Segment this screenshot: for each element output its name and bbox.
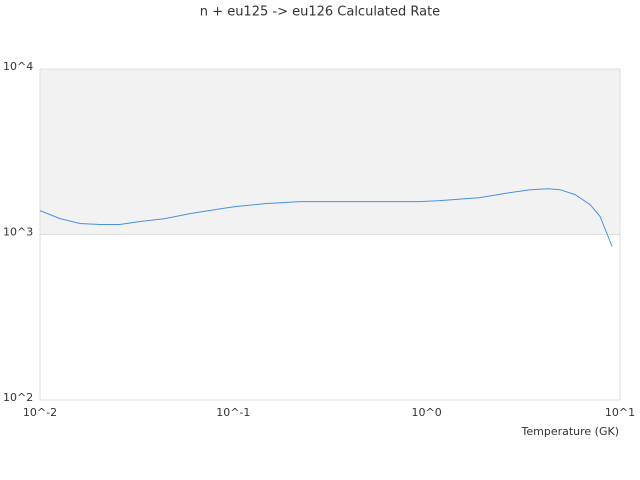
grid-band xyxy=(40,69,620,235)
chart-title: n + eu125 -> eu126 Calculated Rate xyxy=(200,5,440,20)
x-tick-label: 10^0 xyxy=(412,406,442,419)
y-tick-label: 10^4 xyxy=(3,60,33,73)
x-tick-label: 10^-2 xyxy=(23,406,57,419)
x-tick-label: 10^-1 xyxy=(216,406,250,419)
y-tick-label: 10^3 xyxy=(3,226,33,239)
data-line xyxy=(39,188,613,247)
y-tick-label: 10^2 xyxy=(3,391,33,404)
x-tick-label: 10^1 xyxy=(605,406,635,419)
x-axis-label: Temperature (GK) xyxy=(521,425,620,438)
